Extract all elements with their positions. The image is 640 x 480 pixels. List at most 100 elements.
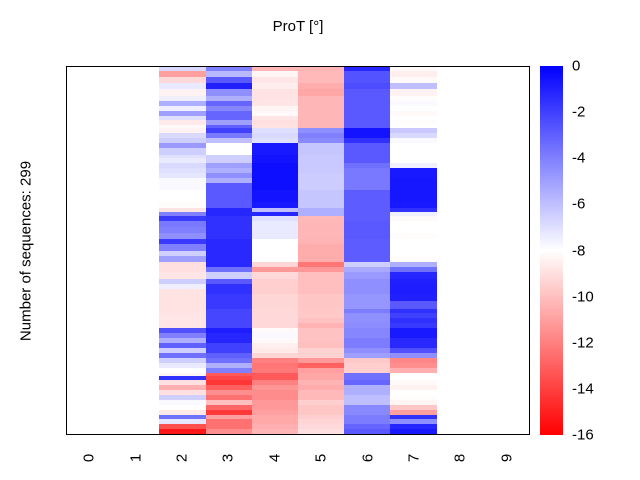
heatmap-cell	[298, 262, 345, 267]
heatmap-cell	[67, 233, 114, 240]
heatmap-cell	[482, 343, 530, 349]
heatmap-cell	[159, 419, 206, 425]
heatmap-row	[67, 271, 530, 279]
heatmap-cell	[482, 138, 530, 144]
heatmap-cell	[344, 177, 391, 183]
heatmap-cell	[113, 283, 160, 289]
heatmap-cell	[251, 409, 299, 415]
heatmap-cell	[67, 343, 114, 349]
heatmap-cell	[251, 70, 299, 77]
heatmap-row	[67, 100, 530, 106]
heatmap-cell	[159, 288, 206, 294]
heatmap-cell	[436, 182, 483, 190]
heatmap-cell	[113, 424, 160, 430]
heatmap-row	[67, 155, 530, 159]
heatmap-cell	[436, 288, 483, 294]
heatmap-cell	[436, 221, 483, 228]
heatmap-cell	[344, 158, 391, 164]
heatmap-cell	[344, 348, 391, 354]
heatmap-row	[67, 328, 530, 334]
heatmap-cell	[159, 167, 206, 173]
heatmap-cell	[205, 244, 252, 252]
heatmap-cell	[482, 167, 530, 173]
heatmap-cell	[251, 211, 299, 217]
heatmap-cell	[436, 189, 483, 202]
heatmap-cell	[113, 67, 160, 71]
heatmap-cell	[344, 125, 391, 129]
heatmap-cell	[251, 133, 299, 139]
heatmap-cell	[436, 100, 483, 106]
heatmap-cell	[482, 293, 530, 301]
heatmap-cell	[436, 348, 483, 354]
heatmap-cell	[344, 95, 391, 101]
heatmap-cell	[67, 70, 114, 77]
heatmap-row	[67, 363, 530, 368]
heatmap-cell	[436, 177, 483, 183]
heatmap-cell	[205, 189, 252, 202]
heatmap-cell	[390, 338, 437, 344]
heatmap-cell	[205, 158, 252, 164]
heatmap-cell	[390, 82, 437, 89]
heatmap-row	[67, 128, 530, 134]
heatmap-row	[67, 115, 530, 121]
heatmap-cell	[205, 429, 252, 435]
heatmap-row	[67, 399, 530, 405]
heatmap-cell	[159, 323, 206, 329]
heatmap-cell	[344, 244, 391, 252]
heatmap-cell	[390, 404, 437, 410]
heatmap-cell	[344, 105, 391, 111]
heatmap-cell	[390, 384, 437, 390]
heatmap-cell	[436, 283, 483, 289]
heatmap-cell	[159, 172, 206, 178]
heatmap-cell	[205, 125, 252, 129]
heatmap-cell	[67, 367, 114, 373]
heatmap-cell	[159, 158, 206, 164]
heatmap-cell	[67, 414, 114, 420]
heatmap-cell	[251, 414, 299, 420]
heatmap-cell	[344, 271, 391, 279]
heatmap-cell	[482, 308, 530, 314]
heatmap-row	[67, 95, 530, 101]
heatmap-row	[67, 201, 530, 208]
heatmap-cell	[436, 201, 483, 208]
heatmap-cell	[298, 221, 345, 228]
heatmap-cell	[205, 375, 252, 380]
heatmap-cell	[159, 283, 206, 289]
heatmap-row	[67, 404, 530, 410]
heatmap-cell	[344, 100, 391, 106]
heatmap-cell	[390, 76, 437, 83]
heatmap-cell	[436, 375, 483, 380]
heatmap-cell	[390, 313, 437, 319]
heatmap-row	[67, 158, 530, 164]
heatmap-cell	[113, 155, 160, 159]
heatmap-cell	[251, 262, 299, 267]
heatmap-cell	[344, 313, 391, 319]
heatmap-row	[67, 211, 530, 217]
heatmap-row	[67, 266, 530, 272]
heatmap-cell	[159, 404, 206, 410]
heatmap-row	[67, 105, 530, 111]
heatmap-cell	[67, 82, 114, 89]
heatmap-cell	[482, 394, 530, 400]
heatmap-cell	[390, 133, 437, 139]
heatmap-cell	[344, 82, 391, 89]
heatmap-cell	[390, 105, 437, 111]
heatmap-cell	[205, 328, 252, 334]
x-tick-label: 2	[173, 453, 191, 463]
heatmap-cell	[390, 288, 437, 294]
heatmap-cell	[390, 143, 437, 149]
heatmap-cell	[390, 148, 437, 156]
heatmap-cell	[344, 172, 391, 178]
heatmap-cell	[436, 323, 483, 329]
heatmap-cell	[344, 110, 391, 116]
heatmap-cell	[205, 394, 252, 400]
heatmap-cell	[298, 419, 345, 425]
heatmap-cell	[298, 70, 345, 77]
heatmap-cell	[482, 353, 530, 359]
heatmap-cell	[482, 189, 530, 202]
heatmap-row	[67, 163, 530, 168]
heatmap-cell	[67, 372, 114, 376]
heatmap-cell	[159, 271, 206, 279]
heatmap-cell	[159, 70, 206, 77]
heatmap-cell	[159, 318, 206, 324]
